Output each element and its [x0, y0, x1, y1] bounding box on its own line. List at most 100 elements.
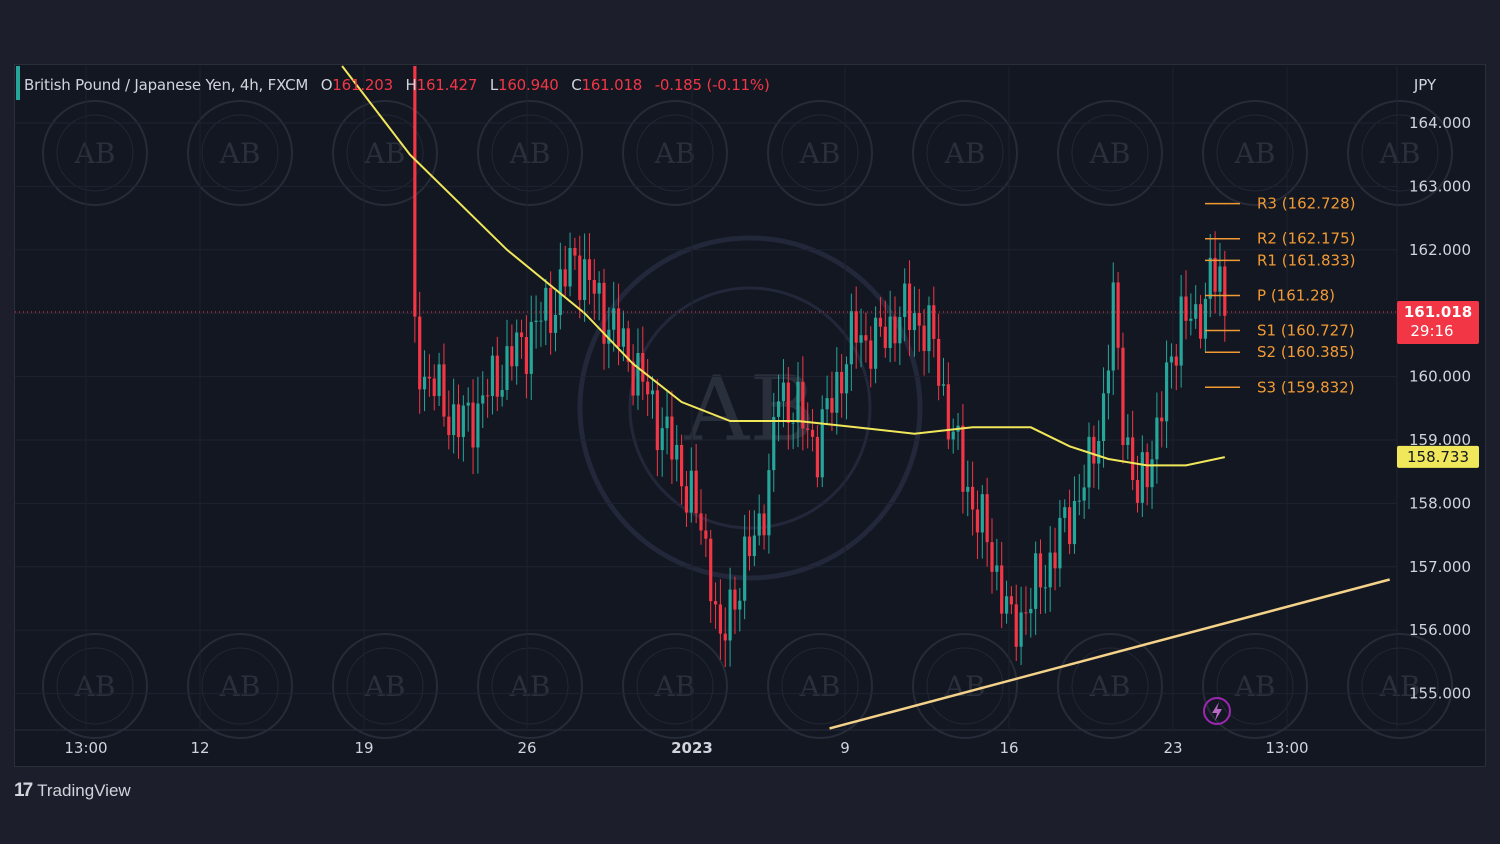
- candle-body: [718, 604, 722, 634]
- candle-body: [495, 355, 499, 397]
- candle-body: [772, 416, 776, 471]
- y-axis-tick-label: 164.000: [1409, 114, 1471, 132]
- watermark-seal-icon: [1057, 100, 1163, 206]
- watermark-seal-icon: [187, 100, 293, 206]
- candle-body: [418, 316, 422, 390]
- candle-body: [466, 402, 470, 406]
- close-label: C: [571, 76, 582, 94]
- y-axis-tick-label: 162.000: [1409, 241, 1471, 259]
- watermark-seal-icon: [767, 633, 873, 739]
- watermark-logo-text: AB: [944, 670, 986, 703]
- watermark-logo-text: AB: [654, 137, 696, 170]
- watermark-logo-text: AB: [799, 670, 841, 703]
- candle-body: [810, 429, 815, 437]
- chart-panel[interactable]: [14, 64, 1486, 767]
- candle-body: [578, 255, 582, 301]
- candle-body: [602, 282, 606, 344]
- tradingview-brand[interactable]: 17 TradingView: [14, 780, 131, 802]
- watermark-seal-icon: [912, 633, 1018, 739]
- candle-body: [849, 311, 853, 365]
- watermark-logo-text: AB: [364, 670, 406, 703]
- last-price-value: 161.018: [1404, 303, 1472, 321]
- watermark-seal-icon: [332, 100, 438, 206]
- candle-body: [689, 470, 693, 513]
- candle-body: [840, 371, 844, 394]
- candle-body: [422, 376, 427, 390]
- candle-body: [932, 305, 936, 339]
- watermark-logo-text: AB: [1379, 137, 1421, 170]
- candle-body: [1189, 318, 1193, 321]
- candle-body: [563, 269, 567, 287]
- candle-body: [1223, 266, 1227, 316]
- lightning-icon[interactable]: [1203, 697, 1231, 725]
- candle-body: [864, 335, 868, 341]
- chart-legend: British Pound / Japanese Yen, 4h, FXCM O…: [24, 76, 770, 94]
- candle-body: [587, 259, 592, 281]
- candle-body: [898, 316, 902, 344]
- change-value: -0.185 (-0.11%): [654, 76, 770, 94]
- candle-body: [830, 398, 834, 413]
- candle-body: [762, 513, 766, 536]
- pivot-level-label: S1 (160.727): [1257, 322, 1355, 340]
- candle-body: [461, 405, 465, 438]
- candle-body: [534, 320, 538, 322]
- candle-body: [592, 280, 596, 294]
- candle-body: [544, 287, 548, 321]
- candle-body: [922, 325, 926, 352]
- candle-body: [893, 316, 897, 344]
- candle-body: [883, 326, 887, 348]
- candle-body: [1198, 304, 1203, 339]
- watermark-seal-inner-icon: [1216, 114, 1294, 192]
- watermark-seal-icon: [912, 100, 1018, 206]
- support-trendline[interactable]: [829, 578, 1391, 730]
- moving-average-value: 158.733: [1407, 448, 1469, 466]
- candle-body: [442, 364, 446, 417]
- low-value: 160.940: [498, 76, 559, 94]
- candle-body: [791, 422, 795, 424]
- candle-body: [1048, 552, 1052, 588]
- x-axis-tick-label: 13:00: [1265, 739, 1308, 757]
- watermark-seal-inner-icon: [201, 647, 279, 725]
- watermark-seal-icon: [622, 633, 728, 739]
- candle-body: [815, 436, 819, 478]
- open-label: O: [320, 76, 333, 94]
- watermark-logo-text: AB: [1234, 137, 1276, 170]
- candle-body: [728, 589, 732, 641]
- x-axis-tick-label: 12: [190, 739, 209, 757]
- watermark-seal-inner-icon: [781, 114, 859, 192]
- watermark-seal-inner-icon: [1071, 114, 1149, 192]
- candle-body: [966, 486, 970, 492]
- y-axis-tick-label: 160.000: [1409, 368, 1471, 386]
- candle-body: [1009, 596, 1013, 605]
- candle-body: [975, 509, 980, 533]
- candle-body: [573, 248, 577, 256]
- candle-body: [553, 315, 558, 333]
- symbol-title[interactable]: British Pound / Japanese Yen, 4h, FXCM: [24, 76, 309, 94]
- watermark-logo-text: AB: [1379, 670, 1421, 703]
- candle-body: [980, 494, 984, 533]
- candle-body: [1145, 452, 1149, 488]
- candle-body: [505, 346, 509, 390]
- candle-body: [854, 311, 858, 343]
- candle-body: [1087, 436, 1091, 488]
- candle-body: [670, 416, 674, 460]
- watermark-logo-text: AB: [219, 670, 261, 703]
- candle-body: [713, 601, 718, 605]
- watermark-logo-text: AB: [509, 670, 551, 703]
- x-axis-tick-label: 19: [354, 739, 373, 757]
- pivot-level-label: R1 (161.833): [1257, 251, 1355, 269]
- candle-body: [500, 389, 504, 397]
- candle-body: [1208, 257, 1212, 299]
- watermark-seal-icon: [187, 633, 293, 739]
- candle-body: [1092, 436, 1096, 464]
- candle-body: [413, 66, 417, 317]
- candle-body: [568, 248, 572, 287]
- candle-body: [796, 381, 800, 423]
- candle-body: [1053, 552, 1057, 569]
- candle-body: [907, 283, 912, 331]
- y-axis-tick-label: 156.000: [1409, 621, 1471, 639]
- candle-body: [1068, 507, 1072, 545]
- watermark-seal-inner-icon: [346, 114, 424, 192]
- candle-body: [786, 382, 790, 423]
